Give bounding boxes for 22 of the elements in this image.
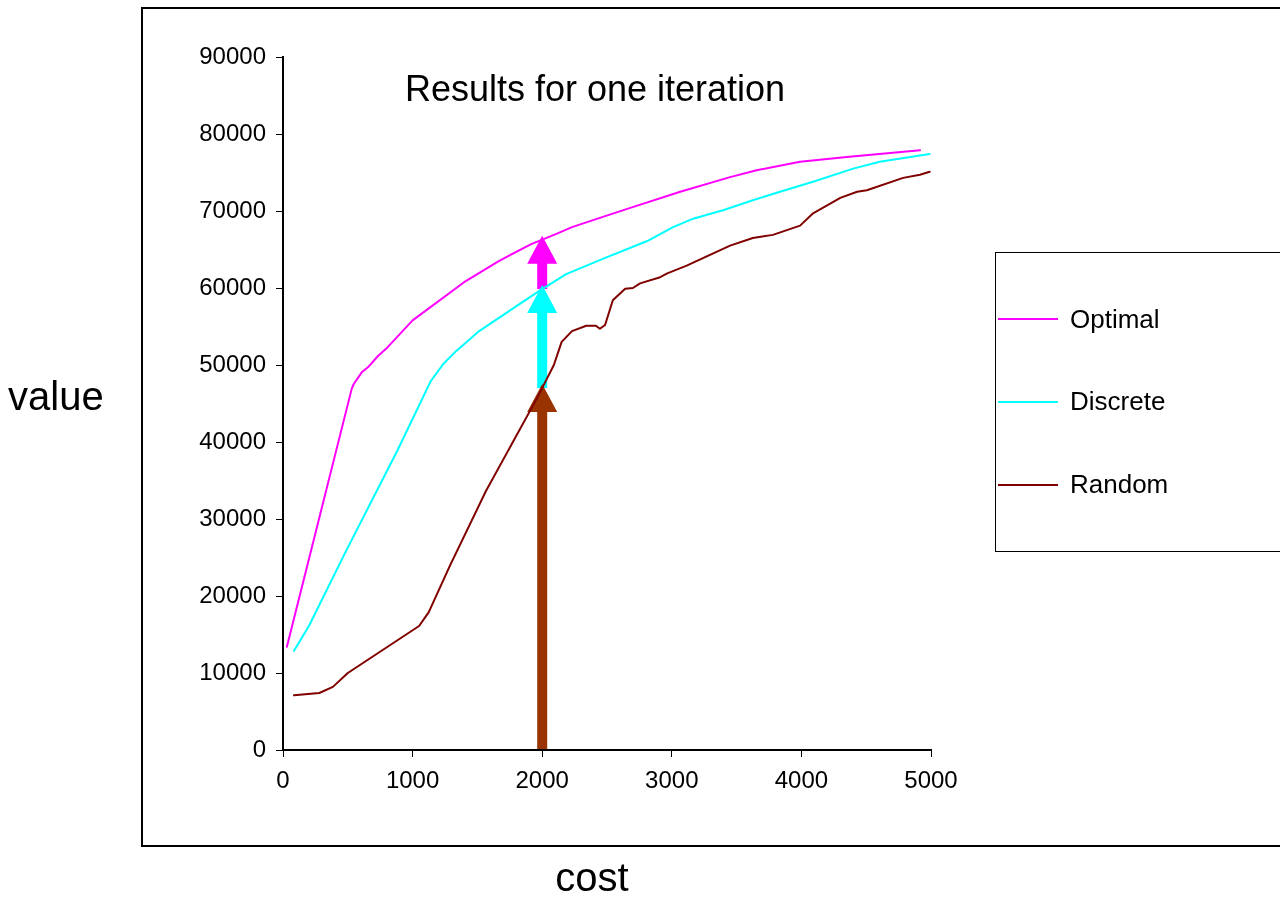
x-tick-label: 5000 [904,766,958,794]
y-tick-label: 0 [252,734,266,762]
x-tick-label: 2000 [515,766,569,794]
y-tick-label: 40000 [199,426,266,454]
legend-label: Discrete [1070,386,1166,418]
y-tick-label: 50000 [199,349,266,377]
x-tick-label: 1000 [385,766,440,794]
y-tick-label: 20000 [199,580,266,608]
y-tick-label: 30000 [199,503,266,531]
y-tick-label: 80000 [199,118,266,146]
y-tick-label: 90000 [199,41,266,69]
x-tick-label: 3000 [645,766,699,794]
chart-title: Results for one iteration [404,67,786,109]
legend-label: Random [1070,469,1169,501]
x-tick-label: 4000 [774,766,829,794]
x-tick-label: 0 [276,766,290,794]
y-tick-label: 60000 [199,272,266,300]
y-tick-label: 70000 [199,195,266,223]
y-tick-label: 10000 [199,657,266,685]
legend-label: Optimal [1070,303,1160,335]
x-axis-title: cost [555,855,629,900]
y-axis-title: value [8,374,104,419]
